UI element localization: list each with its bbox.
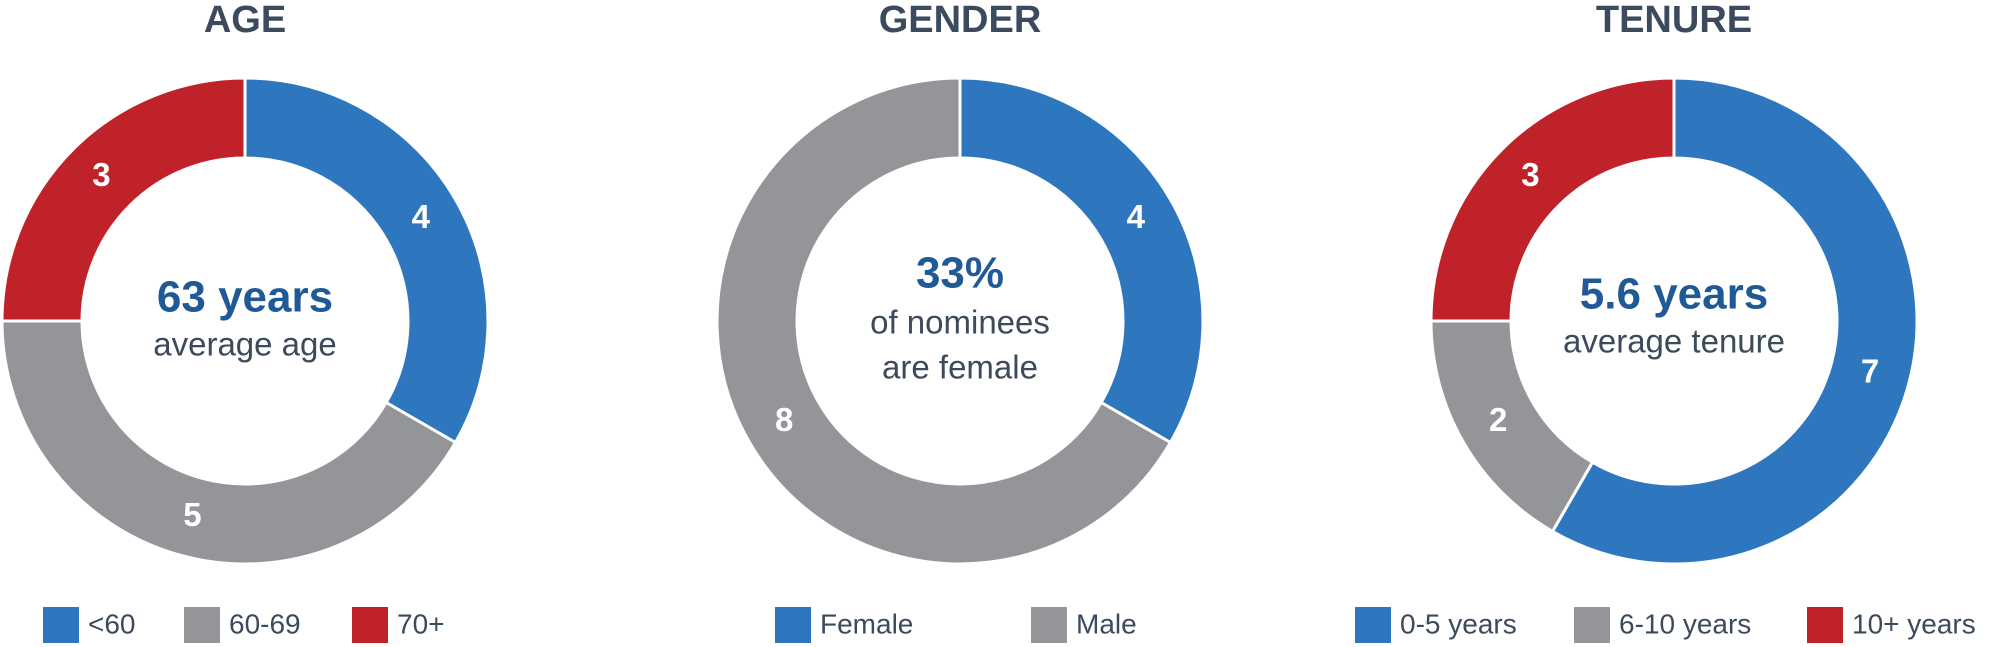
legend-swatch	[352, 607, 388, 643]
legend-label: 6-10 years	[1619, 608, 1751, 639]
value-label: 4	[412, 198, 431, 235]
value-label: 5	[183, 496, 201, 533]
center-text: of nominees	[870, 304, 1050, 341]
center-text: average age	[153, 326, 336, 363]
value-label: 3	[92, 156, 110, 193]
donut-slice	[1550, 76, 1919, 566]
donut-slice	[1429, 76, 1676, 323]
donut-slice	[958, 76, 1205, 445]
legend-label: Male	[1076, 608, 1137, 639]
donut-slice	[0, 76, 247, 323]
value-label: 2	[1489, 401, 1507, 438]
legend-label: 10+ years	[1852, 608, 1976, 639]
center-text: 63 years	[157, 273, 333, 322]
value-label: 4	[1127, 198, 1146, 235]
legend-swatch	[775, 607, 811, 643]
donut-slice	[243, 76, 490, 445]
value-label: 7	[1861, 352, 1879, 389]
legend-swatch	[1807, 607, 1843, 643]
donut-slice	[0, 319, 458, 566]
center-text: average tenure	[1563, 323, 1785, 360]
chart-title: TENURE	[1596, 0, 1752, 41]
legend-swatch	[1574, 607, 1610, 643]
legend-label: 70+	[397, 608, 445, 639]
center-text: are female	[882, 349, 1038, 386]
chart-title: AGE	[204, 0, 286, 41]
legend-swatch	[1355, 607, 1391, 643]
legend-swatch	[1031, 607, 1067, 643]
legend-label: 60-69	[229, 608, 301, 639]
legend-swatch	[184, 607, 220, 643]
legend-swatch	[43, 607, 79, 643]
donut-slice	[715, 76, 1173, 566]
legend-label: <60	[88, 608, 136, 639]
chart-title: GENDER	[879, 0, 1042, 41]
center-text: 5.6 years	[1580, 270, 1768, 319]
value-label: 3	[1521, 156, 1539, 193]
center-text: 33%	[916, 249, 1004, 298]
legend-label: 0-5 years	[1400, 608, 1517, 639]
legend-label: Female	[820, 608, 913, 639]
value-label: 8	[775, 401, 793, 438]
